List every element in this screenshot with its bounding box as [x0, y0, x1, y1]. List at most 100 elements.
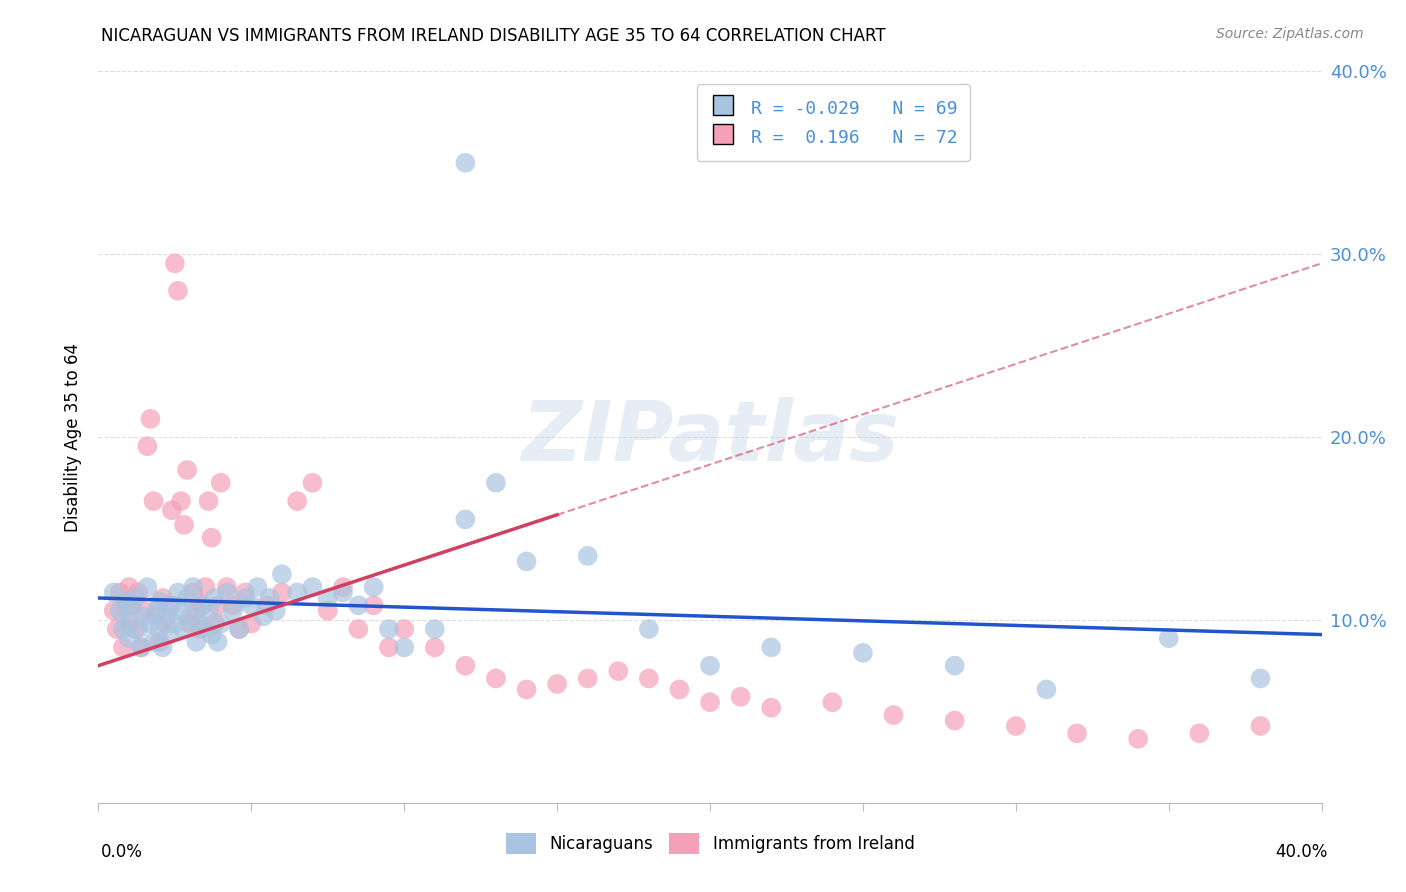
Point: [134, 604, 156, 618]
Point: [181, 580, 204, 594]
Point: [118, 613, 141, 627]
Point: [142, 635, 165, 649]
Point: [194, 622, 217, 636]
Point: [943, 714, 966, 728]
Point: [1128, 731, 1150, 746]
Point: [637, 672, 661, 686]
Point: [730, 690, 752, 704]
Point: [121, 599, 143, 613]
Point: [149, 635, 172, 649]
Point: [170, 604, 193, 618]
Point: [699, 695, 721, 709]
Point: [188, 616, 211, 631]
Point: [821, 695, 844, 709]
Point: [607, 664, 630, 678]
Point: [108, 604, 131, 618]
Point: [668, 682, 690, 697]
Point: [160, 599, 183, 613]
Point: [173, 622, 195, 636]
Point: [108, 585, 131, 599]
Point: [155, 609, 177, 624]
Point: [1157, 632, 1180, 646]
Point: [127, 622, 149, 636]
Point: [115, 594, 138, 608]
Point: [943, 658, 966, 673]
Point: [264, 604, 287, 618]
Point: [332, 585, 354, 599]
Point: [124, 622, 146, 636]
Point: [1066, 726, 1088, 740]
Point: [1249, 719, 1271, 733]
Point: [160, 503, 183, 517]
Point: [270, 567, 292, 582]
Point: [136, 580, 159, 594]
Point: [191, 599, 214, 613]
Point: [188, 622, 211, 636]
Point: [285, 585, 308, 599]
Point: [191, 599, 214, 613]
Point: [378, 622, 401, 636]
Point: [637, 622, 661, 636]
Point: [200, 627, 222, 641]
Point: [392, 640, 416, 655]
Point: [118, 632, 141, 646]
Point: [167, 585, 190, 599]
Point: [852, 646, 875, 660]
Point: [699, 658, 721, 673]
Point: [197, 604, 219, 618]
Point: [270, 585, 292, 599]
Point: [145, 604, 167, 618]
Point: [233, 591, 256, 605]
Point: [111, 622, 134, 636]
Point: [173, 517, 195, 532]
Point: [186, 635, 208, 649]
Point: [176, 463, 198, 477]
Point: [209, 616, 232, 631]
Point: [129, 640, 152, 655]
Point: [149, 622, 172, 636]
Point: [347, 622, 370, 636]
Point: [222, 604, 245, 618]
Point: [176, 591, 198, 605]
Point: [152, 591, 174, 605]
Point: [139, 412, 162, 426]
Point: [546, 677, 568, 691]
Point: [149, 594, 172, 608]
Point: [200, 531, 222, 545]
Point: [516, 554, 538, 568]
Point: [115, 599, 138, 613]
Point: [157, 599, 180, 613]
Point: [485, 475, 508, 490]
Point: [316, 604, 339, 618]
Text: Source: ZipAtlas.com: Source: ZipAtlas.com: [1216, 27, 1364, 41]
Point: [155, 616, 177, 631]
Point: [204, 591, 226, 605]
Point: [316, 591, 339, 605]
Text: NICARAGUAN VS IMMIGRANTS FROM IRELAND DISABILITY AGE 35 TO 64 CORRELATION CHART: NICARAGUAN VS IMMIGRANTS FROM IRELAND DI…: [101, 27, 886, 45]
Point: [576, 549, 599, 563]
Point: [301, 580, 323, 594]
Point: [1249, 672, 1271, 686]
Point: [228, 622, 250, 636]
Point: [1188, 726, 1211, 740]
Point: [485, 672, 508, 686]
Point: [363, 599, 385, 613]
Point: [111, 640, 134, 655]
Point: [145, 609, 167, 624]
Point: [197, 494, 219, 508]
Y-axis label: Disability Age 35 to 64: Disability Age 35 to 64: [65, 343, 83, 532]
Point: [301, 475, 323, 490]
Point: [215, 585, 238, 599]
Point: [103, 604, 125, 618]
Point: [233, 585, 256, 599]
Point: [1035, 682, 1057, 697]
Point: [215, 580, 238, 594]
Point: [127, 585, 149, 599]
Point: [136, 439, 159, 453]
Text: ZIPatlas: ZIPatlas: [522, 397, 898, 477]
Point: [194, 580, 217, 594]
Point: [285, 494, 308, 508]
Point: [392, 622, 416, 636]
Point: [142, 494, 165, 508]
Point: [207, 635, 229, 649]
